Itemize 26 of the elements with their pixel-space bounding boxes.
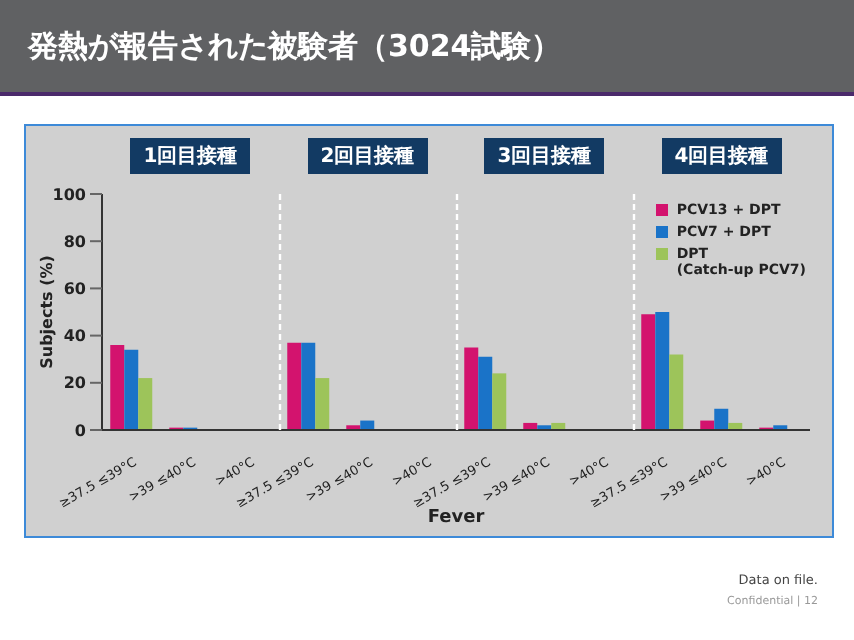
text: 3回目接種	[484, 138, 605, 174]
y-tick-label: 100	[52, 185, 87, 204]
bar	[138, 378, 153, 430]
bar	[124, 349, 139, 430]
bar	[714, 408, 729, 430]
text: 4回目接種	[661, 138, 782, 174]
y-tick-label: 40	[63, 327, 87, 346]
bar	[641, 314, 656, 430]
bar	[315, 378, 330, 430]
bar	[655, 312, 670, 430]
bar	[301, 342, 316, 430]
text: 2回目接種	[307, 138, 428, 174]
y-tick-label: 80	[63, 232, 87, 251]
bar	[287, 342, 302, 430]
x-axis-title: Fever	[427, 508, 486, 528]
bar	[478, 356, 493, 430]
y-tick-label: 0	[74, 421, 87, 440]
bar	[669, 354, 684, 430]
y-tick-label: 60	[63, 280, 87, 299]
bar	[110, 345, 125, 430]
chart-title: 発熱が報告された被験者（3024試験）	[0, 0, 854, 96]
y-axis-title: Subjects (%)	[37, 255, 56, 369]
y-tick-label: 20	[63, 374, 87, 393]
bar	[464, 347, 479, 430]
bar	[492, 373, 507, 430]
text: 1回目接種	[130, 138, 251, 174]
